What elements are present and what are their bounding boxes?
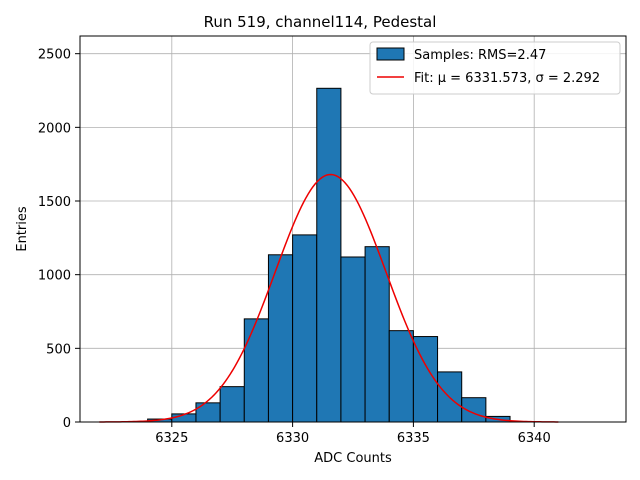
histogram-bars <box>147 87 511 423</box>
plot-frame <box>79 35 627 423</box>
histogram-bar <box>219 386 245 423</box>
legend-histogram-swatch <box>376 47 405 61</box>
x-tick-label: 6340 <box>518 431 551 446</box>
x-tick-label: 6335 <box>397 431 430 446</box>
x-axis-label: ADC Counts <box>314 451 392 466</box>
x-tick-label: 6325 <box>155 431 188 446</box>
y-tick-label: 1000 <box>38 269 71 284</box>
y-tick-label: 500 <box>46 342 71 357</box>
legend: Samples: RMS=2.47 Fit: μ = 6331.573, σ =… <box>369 41 621 95</box>
chart-title: Run 519, channel114, Pedestal <box>204 13 437 31</box>
histogram-bar <box>340 256 366 423</box>
legend-fit-label: Fit: μ = 6331.573, σ = 2.292 <box>414 71 600 86</box>
histogram-bar <box>195 402 221 423</box>
x-tick-label: 6330 <box>276 431 309 446</box>
histogram-bar <box>316 87 342 423</box>
histogram-bar <box>243 318 269 423</box>
y-tick-label: 1500 <box>38 195 71 210</box>
y-tick-label: 2500 <box>38 48 71 63</box>
y-tick-label: 2000 <box>38 121 71 136</box>
histogram-bar <box>292 234 318 423</box>
legend-histogram-label: Samples: RMS=2.47 <box>414 48 546 63</box>
y-tick-label: 0 <box>63 416 71 431</box>
gaussian-fit-curve <box>99 173 559 423</box>
y-axis-label: Entries <box>15 206 30 252</box>
y-axis-ticks: 0 500 1000 1500 2000 2500 <box>38 48 80 431</box>
histogram-bar <box>388 330 414 423</box>
x-axis-ticks: 6325 6330 6335 6340 <box>155 422 551 446</box>
legend-box <box>369 41 621 95</box>
